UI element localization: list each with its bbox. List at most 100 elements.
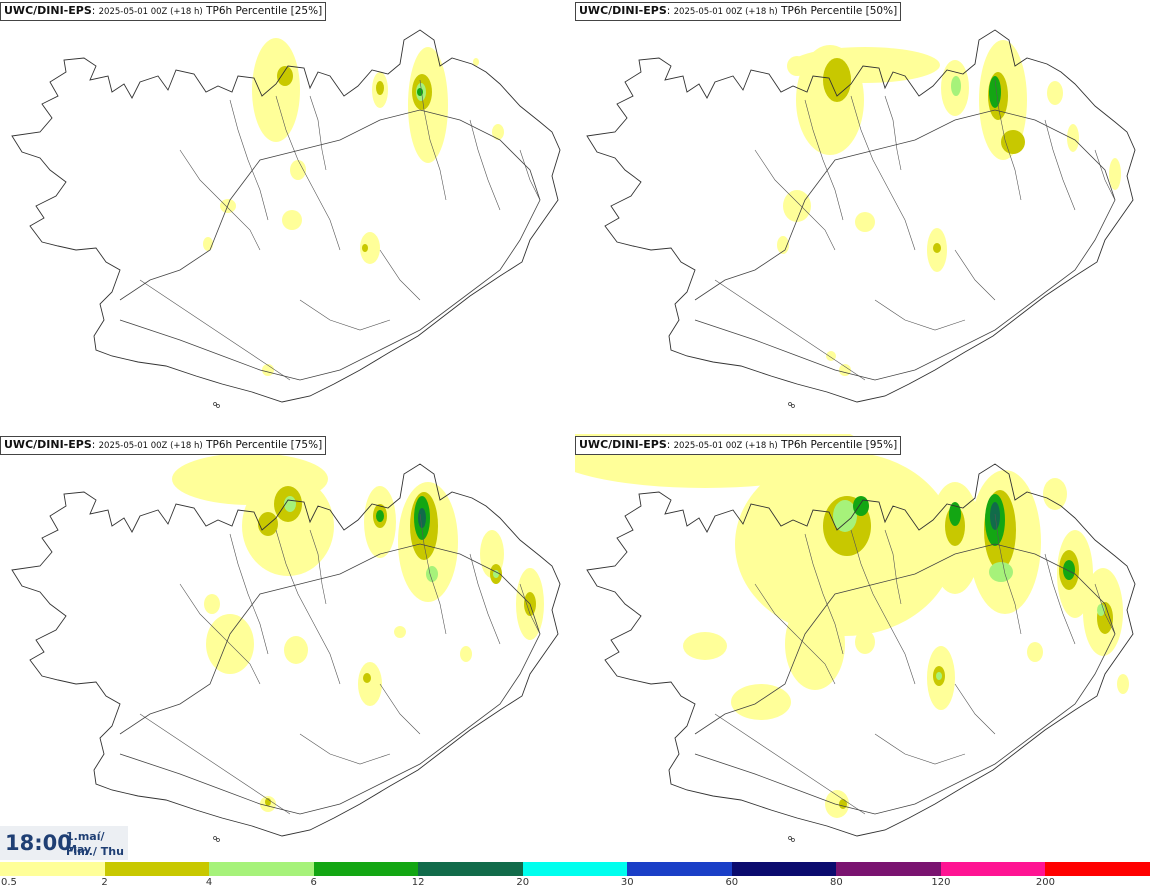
legend-swatch	[940, 862, 1046, 876]
run-time: 2025-05-01 00Z (+18 h)	[673, 441, 778, 451]
precip-contour	[473, 58, 479, 66]
precip-contour	[492, 124, 504, 140]
legend-tick-label: 20	[516, 877, 530, 888]
precip-contour	[785, 598, 845, 690]
precip-contour	[777, 236, 789, 254]
precip-contour	[949, 502, 961, 526]
precipitation-field	[203, 38, 504, 376]
map-panel-p50: UWC/DINI-EPS: 2025-05-01 00Z (+18 h) TP6…	[575, 0, 1150, 431]
field-name: TP6h Percentile [95%]	[781, 439, 898, 451]
river-line	[994, 513, 1022, 635]
legend-tick-label: 200	[1035, 877, 1055, 888]
precipitation-field	[575, 434, 1129, 818]
river-line	[884, 95, 902, 171]
precip-contour	[1097, 604, 1105, 616]
precip-contour	[363, 673, 371, 683]
field-name: TP6h Percentile [25%]	[206, 5, 323, 17]
valid-date-line2: Fim./ Thu	[66, 845, 124, 858]
river-line	[954, 249, 996, 301]
precip-contour	[358, 662, 382, 706]
river-line	[469, 553, 501, 645]
precip-contour	[839, 364, 851, 376]
precip-contour	[1001, 130, 1025, 154]
legend-tick-label: 4	[205, 877, 213, 888]
precip-contour	[683, 632, 727, 660]
river-line	[714, 279, 866, 381]
river-line	[850, 95, 916, 251]
river-line	[804, 533, 844, 655]
precip-contour	[1109, 158, 1121, 190]
precip-contour	[1063, 560, 1075, 580]
river-line	[1044, 119, 1076, 211]
field-name: TP6h Percentile [75%]	[206, 439, 323, 451]
legend-swatch	[731, 862, 837, 876]
river-line	[519, 149, 541, 201]
precip-contour	[1027, 642, 1043, 662]
island	[216, 404, 220, 408]
island	[788, 402, 792, 406]
precip-contour	[262, 364, 274, 376]
river-line	[139, 713, 291, 815]
precip-contour	[933, 243, 941, 253]
river-line	[954, 683, 996, 735]
river-line	[519, 583, 541, 635]
precip-contour	[731, 684, 791, 720]
ring-road	[119, 543, 541, 815]
river-line	[850, 529, 916, 685]
legend-tick-labels: 0.5 2 4 6 12 20 30 60 80 120 200	[0, 877, 1150, 889]
map-canvas	[575, 434, 1136, 842]
iceland-coastline	[11, 29, 561, 403]
precip-contour	[1043, 478, 1067, 510]
panel-title: UWC/DINI-EPS: 2025-05-01 00Z (+18 h) TP6…	[575, 2, 902, 21]
precip-contour	[394, 626, 406, 638]
legend-tick-label: 120	[931, 877, 951, 888]
model-name: UWC/DINI-EPS	[4, 438, 92, 451]
river-line	[994, 79, 1022, 201]
precip-contour	[493, 570, 499, 578]
precip-contour	[284, 636, 308, 664]
legend-swatch	[627, 862, 732, 876]
iceland-coastline	[586, 463, 1136, 837]
river-line	[804, 99, 844, 221]
map-canvas	[11, 453, 561, 842]
legend-swatch	[1045, 862, 1150, 876]
precip-contour	[951, 76, 961, 96]
precip-contour	[460, 646, 472, 662]
river-line	[179, 583, 261, 685]
field-name: TP6h Percentile [50%]	[781, 5, 898, 17]
precip-contour	[376, 81, 384, 95]
precip-color-legend	[0, 862, 1150, 876]
legend-swatch	[209, 862, 314, 876]
precip-contour	[825, 790, 849, 818]
precip-contour	[203, 237, 213, 251]
legend-swatch	[522, 862, 628, 876]
legend-tick-label: 2	[101, 877, 108, 888]
island	[216, 838, 220, 842]
river-line	[754, 149, 836, 251]
precip-contour	[282, 210, 302, 230]
river-line	[874, 299, 966, 331]
panel-title: UWC/DINI-EPS: 2025-05-01 00Z (+18 h) TP6…	[0, 2, 327, 21]
map-canvas	[586, 29, 1136, 408]
legend-tick-label: 60	[725, 877, 739, 888]
map-canvas	[11, 29, 561, 408]
precip-contour	[787, 56, 807, 76]
run-time: 2025-05-01 00Z (+18 h)	[673, 7, 778, 17]
island	[213, 836, 217, 840]
river-line	[275, 95, 341, 251]
precip-contour	[252, 38, 300, 142]
precip-contour	[826, 351, 836, 361]
ring-road	[694, 543, 1116, 815]
precip-contour	[204, 594, 220, 614]
run-time: 2025-05-01 00Z (+18 h)	[98, 7, 203, 17]
precip-contour	[783, 190, 811, 222]
precip-contour	[855, 630, 875, 654]
legend-swatch	[313, 862, 419, 876]
river-line	[229, 99, 269, 221]
river-line	[754, 583, 836, 685]
panel-title: UWC/DINI-EPS: 2025-05-01 00Z (+18 h) TP6…	[0, 436, 327, 455]
river-line	[179, 149, 261, 251]
precip-contour	[989, 76, 1001, 108]
legend-tick-label: 12	[411, 877, 425, 888]
precipitation-field	[172, 453, 544, 812]
